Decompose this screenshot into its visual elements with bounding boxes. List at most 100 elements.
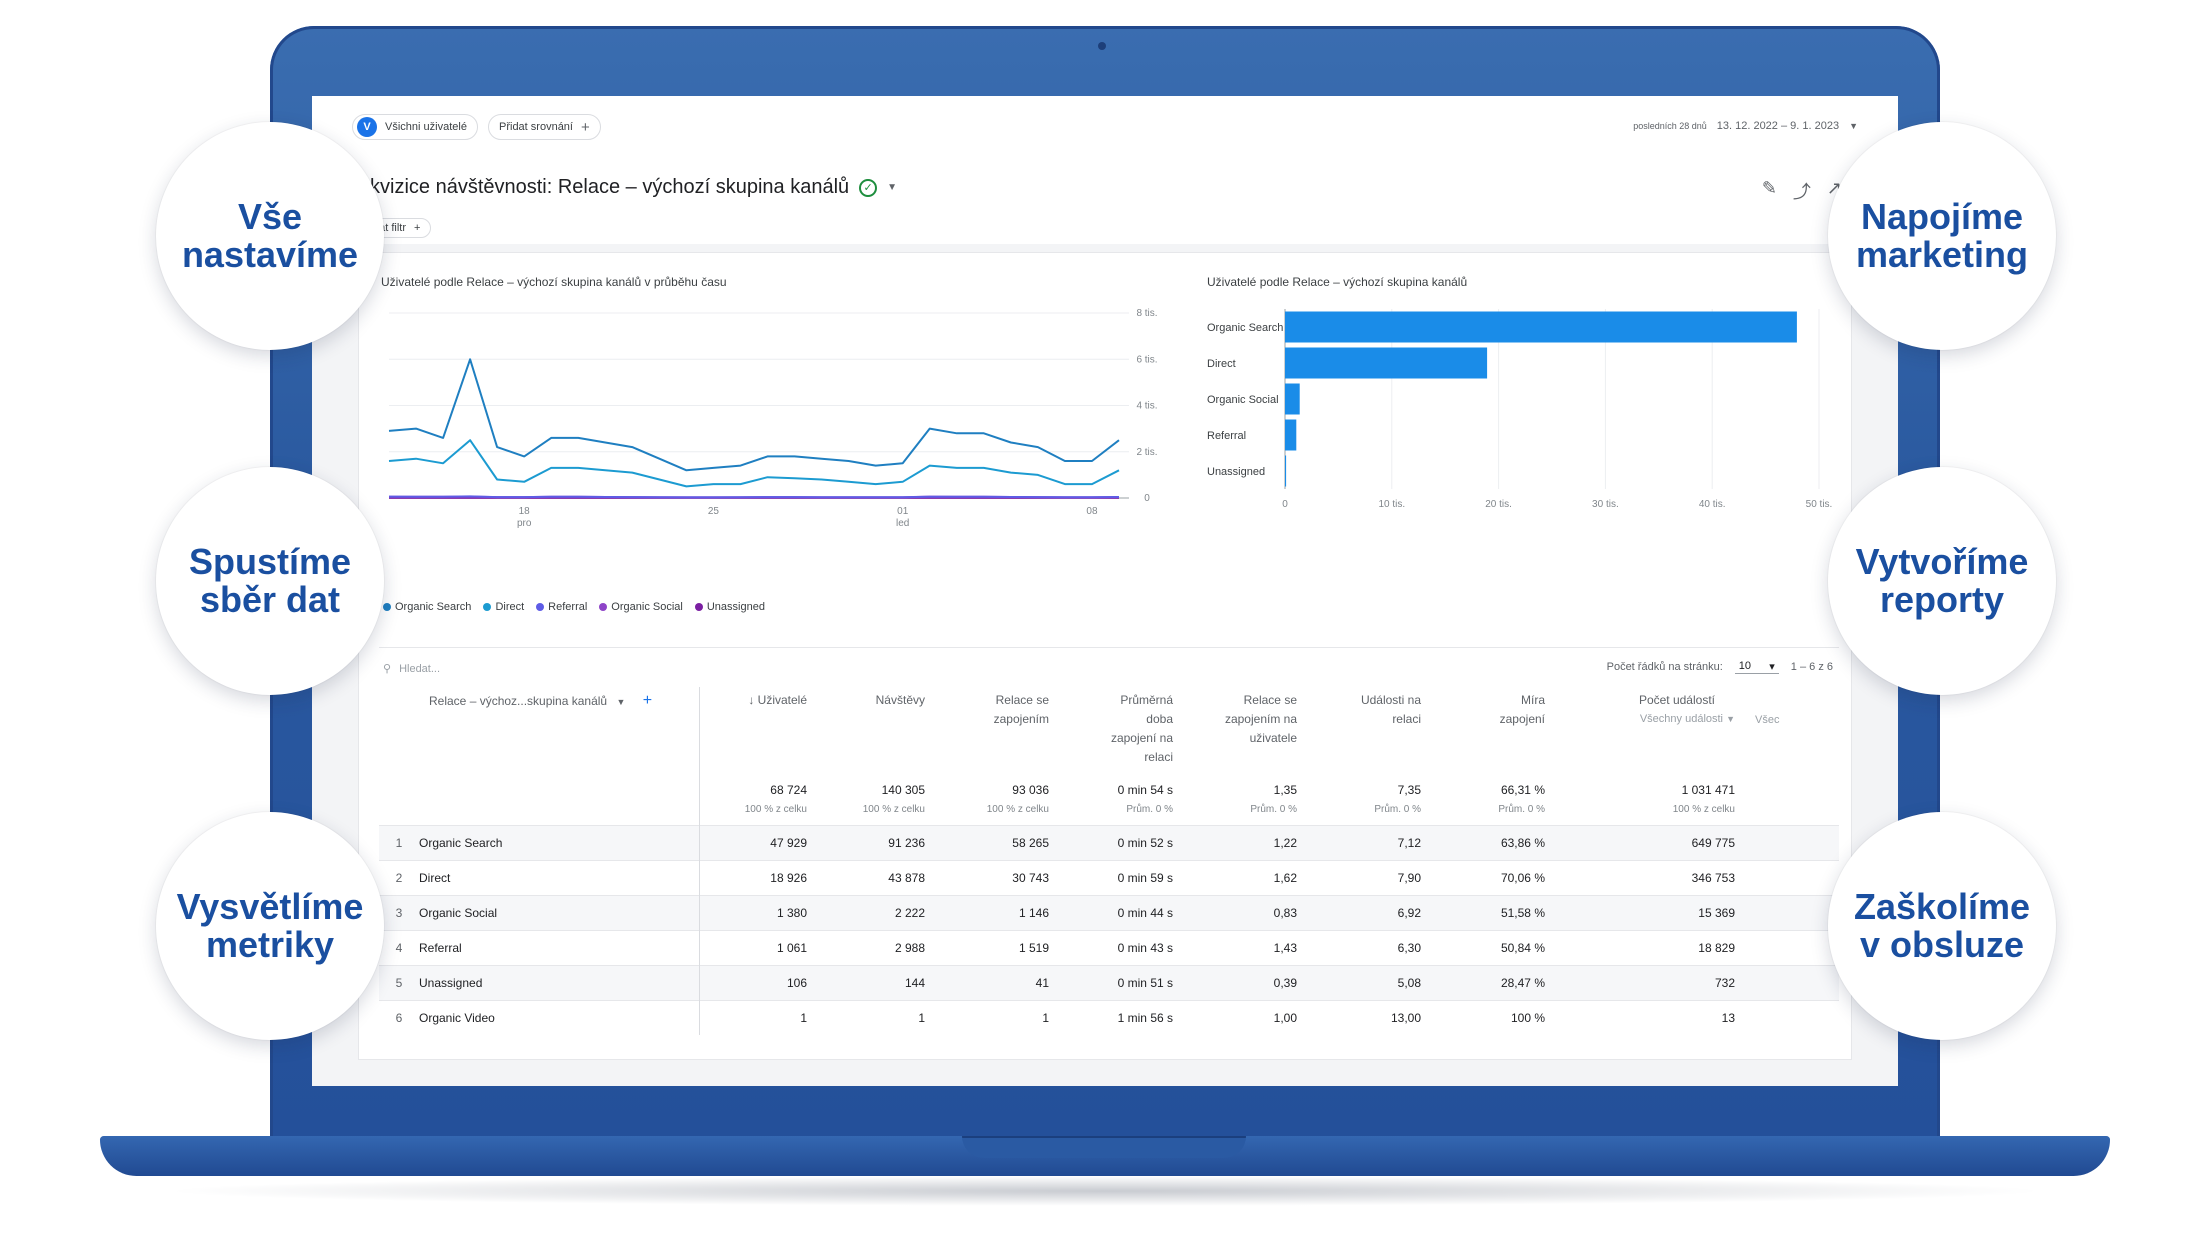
column-header-more[interactable]: Všec [1745,687,1839,777]
metric-cell: 0,83 [1183,894,1307,930]
column-header[interactable]: Relace se zapojením [935,687,1059,777]
column-header-label: Události na relaci [1360,693,1421,726]
metric-cell: 1 [699,999,817,1035]
legend-item: Unassigned [694,601,765,613]
metric-cell: 144 [817,964,935,1000]
rows-per-page-label: Počet řádků na stránku: [1606,661,1723,673]
more-cell [1745,964,1839,1000]
row-index: 5 [395,975,403,990]
x-tick-label: 10 tis. [1378,499,1405,510]
edit-report-icon[interactable]: ✎ [1761,178,1777,198]
total-pct: Prům. 0 % [1498,804,1545,815]
table-row[interactable]: 1 Organic Search 47 929 91 236 58 265 0 min 5… [379,824,1839,860]
totals-label-cell [379,777,700,825]
series-line-direct [388,439,1120,488]
total-value: 1 031 471 [1681,783,1735,797]
metric-cell: 649 775 [1555,824,1745,860]
metric-cell: 41 [935,964,1059,1000]
metric-cell: 1 [935,999,1059,1035]
table-row[interactable]: 2 Direct 18 926 43 878 30 743 0 min 59 s 1,62 7… [379,859,1839,895]
legend-label: Organic Social [611,601,683,613]
dimension-cell[interactable]: 3 Organic Social [379,894,700,930]
event-filter-select[interactable]: Všechny události ▼ [1565,710,1735,729]
bubble-metrics: Vysvětlíme metriky [156,812,384,1040]
x-tick-label: 30 tis. [1592,499,1619,510]
total-pct: Prům. 0 % [1374,804,1421,815]
row-index: 4 [395,940,403,955]
legend-swatch [383,603,391,612]
metric-cell: 1,00 [1183,999,1307,1035]
dimension-cell[interactable]: 1 Organic Search [379,824,700,860]
column-header[interactable]: ↓ Uživatelé [699,687,817,777]
metric-cell: 51,58 % [1431,894,1555,930]
legend-label: Direct [495,601,525,613]
legend-swatch [536,603,545,612]
y-tick-label: 4 tis. [1136,401,1157,412]
table-search[interactable]: ⚲ Hledat... [383,662,440,676]
channel-name: Direct [419,870,451,885]
plus-icon: + [414,222,421,234]
channel-name: Organic Social [419,905,498,920]
column-header[interactable]: Návštěvy [817,687,935,777]
table-row[interactable]: 6 Organic Video 1 1 1 1 min 56 s 1,00 13,00 100 … [379,999,1839,1035]
x-tick-label: 01 [897,506,909,517]
column-header[interactable]: Počet událostí Všechny události ▼ [1555,687,1745,777]
bubble-marketing: Napojíme marketing [1828,122,2056,350]
dimension-header[interactable]: Relace – výchoz...skupina kanálů ▼ + [379,687,700,777]
metric-cell: 0,39 [1183,964,1307,1000]
dimension-cell[interactable]: 6 Organic Video [379,999,700,1035]
table-row[interactable]: 3 Organic Social 1 380 2 222 1 146 0 min 44 s… [379,894,1839,930]
table-toolbar: ⚲ Hledat... Počet řádků na stránku: 10 ▾… [379,647,1839,675]
segment-chip[interactable]: V Všichni uživatelé [352,114,478,140]
bubble-line: marketing [1855,234,2029,275]
more-column-label: Všec [1755,714,1780,726]
more-cell [1745,824,1839,860]
metric-cell: 50,84 % [1431,929,1555,965]
line-chart-legend: Organic Search Direct Referral Organic Soci… [383,601,765,613]
dimension-cell[interactable]: 2 Direct [379,859,700,895]
totals-row: 68 724 100 % z celku 140 305 100 % z celku… [379,777,1839,825]
date-range-picker[interactable]: posledních 28 dnů 13. 12. 2022 – 9. 1. 2… [1633,120,1858,132]
dimension-cell[interactable]: 5 Unassigned [379,964,700,1000]
metric-cell: 1 061 [699,929,817,965]
share-icon[interactable]: ⤴ [1792,182,1811,202]
total-value: 93 036 [1012,783,1049,797]
legend-item: Organic Social [599,601,683,613]
table-row[interactable]: 4 Referral 1 061 2 988 1 519 0 min 43 s 1,43 6,… [379,929,1839,965]
metric-cell: 1 519 [935,929,1059,965]
bubble-training: Zaškolíme v obsluze [1828,812,2056,1040]
x-tick-label: 08 [1086,506,1098,517]
column-header[interactable]: Míra zapojení [1431,687,1555,777]
metric-cell: 70,06 % [1431,859,1555,895]
column-header[interactable]: Průměrná doba zapojení na relaci [1059,687,1183,777]
segment-chip-label: Všichni uživatelé [385,121,467,133]
dimension-cell[interactable]: 4 Referral [379,929,700,965]
event-filter-value: Všechny události [1639,713,1724,725]
plus-icon: + [580,118,590,136]
channel-name: Organic Video [419,1010,495,1025]
metric-cell: 106 [699,964,817,1000]
chevron-down-icon[interactable]: ▼ [887,182,898,193]
metric-cell: 6,92 [1307,894,1431,930]
metric-cell: 91 236 [817,824,935,860]
add-dimension-icon[interactable]: + [642,692,653,709]
total-value: 68 724 [770,783,807,797]
legend-item: Organic Search [383,601,471,613]
camera-icon [1098,42,1106,50]
page-title: kvizice návštěvnosti: Relace – výchozí s… [370,176,897,199]
total-value: 66,31 % [1500,783,1545,797]
column-header[interactable]: Události na relaci [1307,687,1431,777]
more-cell [1745,859,1839,895]
more-cell [1745,777,1839,825]
metric-cell: 7,90 [1307,859,1431,895]
bubble-reports: Vytvoříme reporty [1828,467,2056,695]
x-tick-label: 50 tis. [1806,499,1833,510]
add-comparison-chip[interactable]: Přidat srovnání + [488,114,601,140]
column-header-label: Počet událostí [1638,693,1715,707]
metric-cell: 43 878 [817,859,935,895]
bubble-line: metriky [205,924,335,965]
chevron-down-icon: ▼ [1726,714,1735,724]
table-row[interactable]: 5 Unassigned 106 144 41 0 min 51 s 0,39 5,08 28,… [379,964,1839,1000]
rows-per-page-select[interactable]: 10 ▾ [1734,660,1779,674]
column-header[interactable]: Relace se zapojením na uživatele [1183,687,1307,777]
